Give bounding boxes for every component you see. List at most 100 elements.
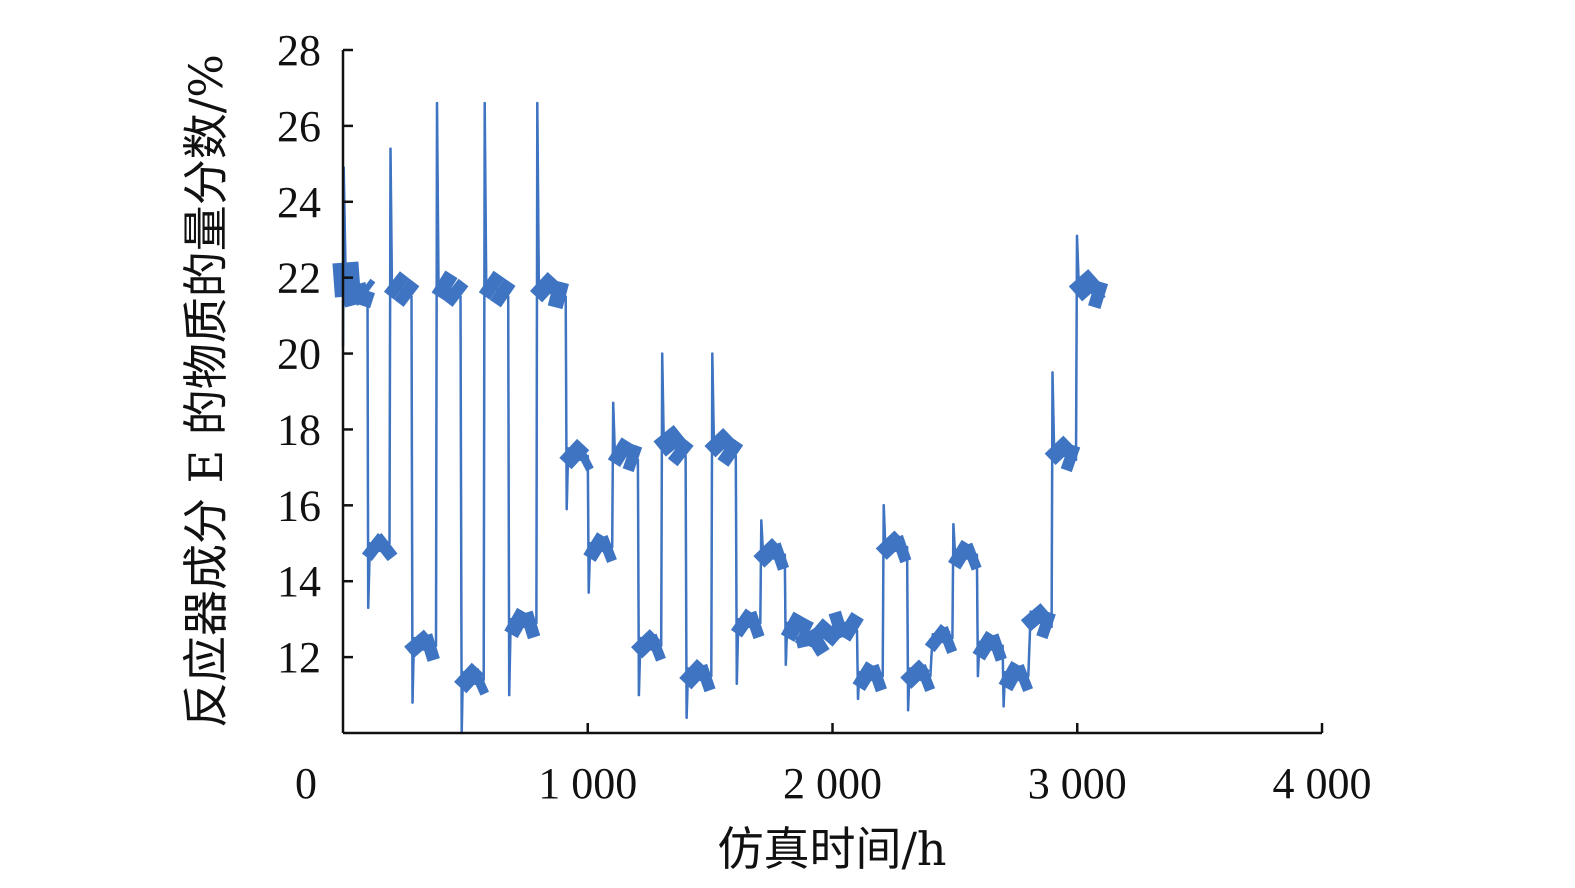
data-point <box>579 458 582 461</box>
data-point <box>449 287 452 291</box>
data-point <box>485 280 488 283</box>
data-point <box>870 678 873 682</box>
data-point <box>536 101 539 105</box>
data-point <box>650 648 653 651</box>
data-point <box>1027 674 1030 678</box>
data-point <box>684 454 687 458</box>
data-point <box>1017 678 1020 682</box>
data-point <box>929 674 932 678</box>
data-point <box>612 401 615 405</box>
data-point <box>459 295 462 298</box>
data-point <box>930 655 933 659</box>
data-point <box>637 693 641 697</box>
data-point <box>908 667 911 670</box>
data-point <box>661 352 664 355</box>
y-tick-label: 24 <box>277 178 321 227</box>
data-point <box>783 553 786 556</box>
data-point <box>734 454 737 458</box>
data-point <box>737 618 740 621</box>
data-point <box>613 447 616 450</box>
data-point <box>821 636 824 640</box>
data-point <box>411 701 414 704</box>
data-point <box>662 432 665 435</box>
data-point <box>723 447 726 450</box>
y-tick-label: 18 <box>277 405 321 454</box>
data-point <box>1103 295 1106 298</box>
data-point <box>843 621 846 625</box>
data-point <box>1001 644 1004 647</box>
data-point <box>685 716 688 719</box>
data-point <box>639 636 642 640</box>
data-point <box>894 549 898 553</box>
data-point <box>1029 610 1032 613</box>
data-point <box>388 542 391 545</box>
data-point <box>990 648 993 651</box>
data-point <box>368 542 372 545</box>
data-point <box>1052 443 1056 446</box>
y-tick-label: 20 <box>277 330 321 379</box>
data-point <box>772 557 775 560</box>
data-point <box>564 295 567 298</box>
data-point <box>437 280 440 283</box>
data-point <box>1002 705 1005 708</box>
data-point <box>567 447 570 450</box>
x-tick-label: 4 000 <box>1273 759 1372 808</box>
data-point <box>611 545 614 549</box>
data-point <box>951 636 954 640</box>
y-tick-label: 26 <box>277 102 321 151</box>
data-point <box>344 261 347 264</box>
x-ticks: 0 1 000 2 000 3 000 4 000 <box>295 723 1372 808</box>
series-layer <box>332 101 1109 735</box>
x-tick-label: 1 000 <box>538 759 637 808</box>
data-point <box>786 621 789 625</box>
data-point <box>674 447 678 450</box>
data-point <box>906 709 910 712</box>
data-point <box>831 625 834 628</box>
data-point <box>356 303 359 306</box>
plot-area: 12 14 16 18 20 22 24 26 28 0 1 000 2 000 3 000 4 000 <box>277 26 1372 808</box>
data-point <box>474 682 477 685</box>
data-point <box>565 507 568 511</box>
data-point <box>434 644 438 647</box>
data-point <box>508 693 511 697</box>
data-point <box>941 640 944 644</box>
data-point <box>483 101 486 105</box>
data-point <box>537 280 540 283</box>
y-tick-label: 22 <box>277 254 321 303</box>
data-point <box>461 671 465 674</box>
data-point <box>636 458 640 461</box>
x-axis-title: 仿真时间/h <box>717 822 946 876</box>
data-point <box>367 606 370 609</box>
data-point <box>522 625 526 628</box>
y-ticks: 12 14 16 18 20 22 24 26 28 <box>277 26 353 682</box>
data-point <box>400 287 403 291</box>
data-point <box>1075 234 1079 238</box>
data-point <box>712 435 715 439</box>
data-point <box>1028 648 1031 651</box>
data-point <box>361 287 364 291</box>
data-point <box>858 671 861 674</box>
data-point <box>919 678 922 682</box>
x-tick-label: 0 <box>295 759 317 808</box>
data-point <box>1063 454 1067 458</box>
data-point <box>366 291 369 294</box>
data-point <box>975 553 979 556</box>
data-point <box>931 633 934 636</box>
data-point <box>589 542 592 545</box>
data-point <box>711 352 714 355</box>
data-point <box>686 667 690 670</box>
data-point <box>587 591 590 594</box>
data-point <box>978 640 981 644</box>
y-tick-label: 28 <box>277 26 321 75</box>
data-point <box>482 678 485 682</box>
data-point <box>586 454 589 458</box>
data-point <box>806 633 810 636</box>
x-tick-label: 2 000 <box>783 759 882 808</box>
data-point <box>1039 621 1042 625</box>
data-point <box>410 295 413 298</box>
data-point <box>699 678 702 682</box>
y-tick-label: 14 <box>277 557 321 606</box>
data-point <box>881 674 884 678</box>
data-point <box>346 295 350 298</box>
